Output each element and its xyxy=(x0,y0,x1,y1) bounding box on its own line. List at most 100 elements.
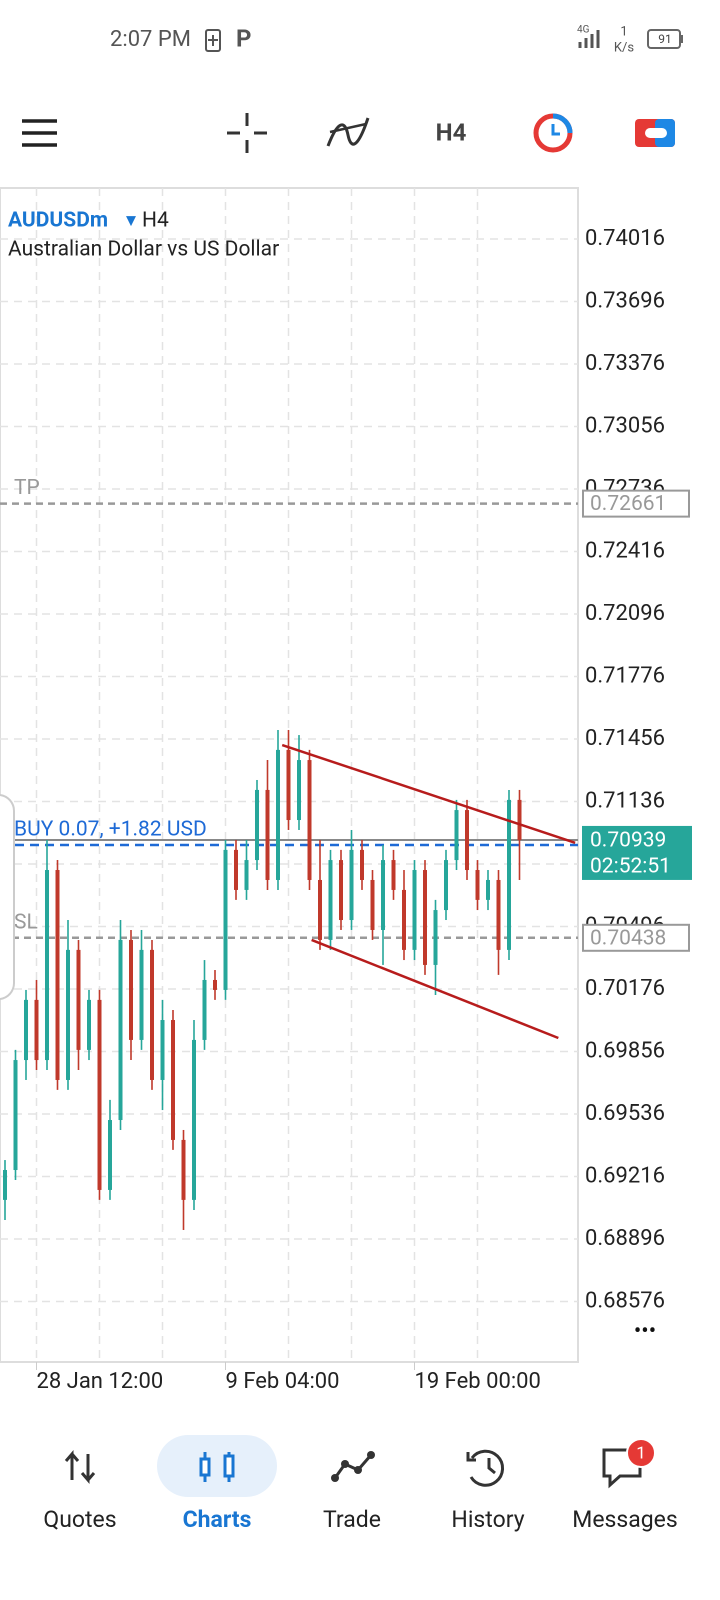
symbol-dropdown[interactable]: ▼ xyxy=(126,213,136,228)
trendline xyxy=(281,743,576,845)
speed-unit: K/s xyxy=(614,40,635,55)
battery-tip xyxy=(680,35,683,43)
time-axis: 28 Jan 12:00 9 Feb 04:00 19 Feb 00:00 xyxy=(36,1362,541,1394)
candle-body xyxy=(307,760,312,880)
network: 4G xyxy=(577,25,590,36)
nav-label[interactable]: History xyxy=(451,1506,524,1533)
candle-body xyxy=(496,879,501,950)
y-tick-label: 0.68896 xyxy=(585,1226,665,1251)
price-axis: 0.740160.736960.733760.730560.727360.724… xyxy=(585,226,665,1313)
clock-hands xyxy=(551,124,560,136)
candle-body xyxy=(276,749,280,880)
candle-body xyxy=(192,1039,196,1200)
candle-body xyxy=(108,1120,112,1190)
menu-button[interactable] xyxy=(22,119,57,147)
candle-body xyxy=(76,949,81,1050)
candle-body xyxy=(486,879,490,900)
current-price-box xyxy=(582,825,692,880)
trendlines xyxy=(281,743,576,1040)
y-tick-label: 0.70176 xyxy=(585,976,665,1001)
y-tick-label: 0.68576 xyxy=(585,1288,665,1313)
trade-dot xyxy=(331,1474,339,1482)
candle-body xyxy=(171,1020,175,1140)
y-tick-label: 0.71776 xyxy=(585,663,665,688)
toggle-knob xyxy=(645,128,667,138)
sl-price-box xyxy=(582,923,690,952)
candle-body xyxy=(433,910,438,965)
side-panel-handle[interactable] xyxy=(0,794,16,1000)
candle-body xyxy=(423,870,427,965)
candle-body xyxy=(3,1170,7,1200)
candles[interactable] xyxy=(3,729,522,1230)
charts-icon-body xyxy=(223,1454,235,1478)
tp-price: 0.72661 xyxy=(590,492,666,516)
current-price: 0.70939 xyxy=(590,828,666,852)
charts-icon-body xyxy=(199,1457,211,1477)
candle-body xyxy=(318,879,322,940)
y-tick-label: 0.73056 xyxy=(585,413,665,438)
badge-count: 1 xyxy=(636,1443,646,1463)
more-button[interactable]: ••• xyxy=(634,1319,656,1344)
toolbar: H4 xyxy=(22,113,675,153)
candle-body xyxy=(381,860,385,930)
y-tick-label: 0.69536 xyxy=(585,1101,665,1126)
y-tick-label: 0.71136 xyxy=(585,788,665,813)
nav-label[interactable]: Trade xyxy=(323,1506,381,1533)
candle-body xyxy=(13,1060,18,1171)
speed-value: 1 xyxy=(620,24,627,39)
signal xyxy=(578,30,600,48)
p-icon: P xyxy=(236,24,251,52)
history-icon xyxy=(469,1449,505,1487)
y-tick-label: 0.71456 xyxy=(585,726,665,751)
candle-body xyxy=(328,860,333,940)
y-tick-label: 0.72096 xyxy=(585,601,665,626)
clock-arc xyxy=(552,113,573,134)
candle-body xyxy=(402,889,406,950)
plus xyxy=(208,35,218,46)
candle-body xyxy=(202,979,207,1040)
candle-body xyxy=(349,849,354,921)
candle-body xyxy=(507,799,511,950)
candle-body xyxy=(129,939,133,1040)
candle-body xyxy=(234,849,238,890)
crosshair-button[interactable] xyxy=(227,113,267,153)
chart-timeframe: H4 xyxy=(142,209,169,233)
candle-body xyxy=(286,749,291,821)
candle-body xyxy=(517,799,522,840)
history-hands xyxy=(466,1452,496,1475)
trade-dot xyxy=(341,1460,349,1468)
candle-body xyxy=(66,949,70,1080)
candle-body xyxy=(139,949,144,1040)
candle-body xyxy=(475,870,480,900)
candle-body xyxy=(97,999,102,1190)
sl-price: 0.70438 xyxy=(590,926,666,950)
nav-label[interactable]: Charts xyxy=(183,1506,252,1533)
quotes-icon xyxy=(64,1449,96,1485)
candle-body xyxy=(181,1139,186,1200)
candle-body xyxy=(244,860,249,890)
timeframe-button[interactable]: H4 xyxy=(436,118,467,146)
candle-body xyxy=(24,999,28,1061)
trade-icon xyxy=(333,1454,373,1479)
candle-body xyxy=(297,760,301,821)
battery-level: 91 xyxy=(658,32,672,46)
nav-label[interactable]: Messages xyxy=(572,1506,678,1533)
nav-label[interactable]: Quotes xyxy=(43,1506,116,1533)
candle-body xyxy=(118,939,123,1121)
bar-countdown: 02:52:51 xyxy=(590,854,671,878)
trade-dot xyxy=(354,1466,362,1474)
clock: 2:07 PM xyxy=(110,27,191,52)
x-tick-label: 9 Feb 04:00 xyxy=(226,1369,340,1394)
position-label: BUY 0.07, +1.82 USD xyxy=(14,818,207,842)
x-tick-label: 28 Jan 12:00 xyxy=(37,1369,164,1394)
grid xyxy=(0,188,578,1362)
y-tick-label: 0.69856 xyxy=(585,1038,665,1063)
candle-body xyxy=(444,860,448,911)
active-pill xyxy=(157,1435,277,1497)
symbol[interactable]: AUDUSDm xyxy=(8,209,108,233)
candle-body xyxy=(255,789,259,861)
candle-body xyxy=(465,810,469,871)
